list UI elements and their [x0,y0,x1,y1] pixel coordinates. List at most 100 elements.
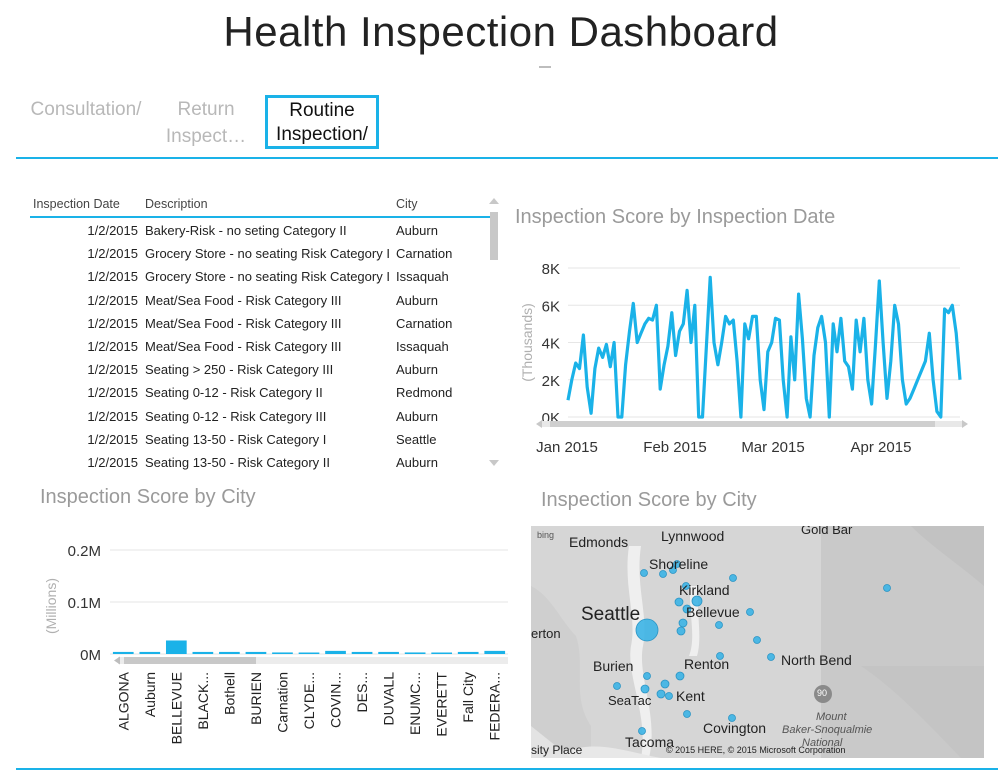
column-header-description[interactable]: Description [145,197,208,211]
x-scrollbar[interactable] [118,657,508,664]
line-chart-title: Inspection Score by Inspection Date [515,206,836,228]
column-header-city[interactable]: City [396,197,418,211]
table-row[interactable]: 1/2/2015 Bakery-Risk - no seting Category… [30,220,490,243]
column-header-inspection-date[interactable]: Inspection Date [33,197,120,211]
city-bubble[interactable] [682,604,692,614]
bar[interactable] [325,650,346,654]
cell-inspection-date: 1/2/2015 [87,431,138,447]
table-scrollbar[interactable] [489,198,499,466]
bar[interactable] [192,651,214,654]
cell-city: Auburn [396,408,438,424]
bar[interactable] [165,640,187,654]
city-bubble[interactable] [682,582,690,590]
city-bubble[interactable] [659,570,667,578]
table-row[interactable]: 1/2/2015 Seating 13-50 - Risk Category I S… [30,429,490,452]
city-bubble[interactable] [715,621,723,629]
table-row[interactable]: 1/2/2015 Seating 13-50 - Risk Category II… [30,452,490,475]
map-label-gold-bar: Gold Bar [801,526,853,537]
table-row[interactable]: 1/2/2015 Grocery Store - no seating Risk … [30,266,490,289]
bar-chart[interactable]: 0M 0.1M 0.2M (Millions) ALGONA Auburn BELLEVUE… [30,530,510,770]
x-scroll-thumb[interactable] [550,421,935,427]
bar[interactable] [431,652,453,655]
table-row[interactable]: 1/2/2015 Seating > 250 - Risk Category II… [30,359,490,382]
map-bubbles [613,560,891,735]
city-bubble[interactable] [673,560,681,568]
table-row[interactable]: 1/2/2015 Meat/Sea Food - Risk Category II… [30,290,490,313]
page-title: Health Inspection Dashboard [223,8,779,55]
city-bubble[interactable] [613,682,621,690]
city-bubble[interactable] [716,652,724,660]
city-bubble[interactable] [638,727,646,735]
scroll-down-arrow-icon[interactable] [489,460,499,466]
city-bubble[interactable] [746,608,754,616]
bar[interactable] [112,651,134,654]
city-bubble[interactable] [753,636,761,644]
map-label-lynnwood: Lynnwood [661,528,725,544]
bar[interactable] [484,650,506,654]
table-row[interactable]: 1/2/2015 Meat/Sea Food - Risk Category II… [30,336,490,359]
x-tick-label: COVIN... [328,672,344,728]
city-bubble[interactable] [729,574,737,582]
tab-consultation[interactable]: Consultation/ [30,99,142,120]
scroll-thumb[interactable] [490,212,498,260]
bar[interactable] [378,651,399,654]
map-label-shoreline: Shoreline [649,556,709,572]
cell-inspection-date: 1/2/2015 [87,385,138,401]
scroll-left-arrow-icon[interactable] [536,420,542,428]
city-bubble[interactable] [656,689,666,699]
x-tick-label: Jan 2015 [536,439,598,456]
cell-city: Issaquah [396,339,449,354]
city-bubble[interactable] [643,672,651,680]
bar[interactable] [272,652,293,654]
scroll-right-arrow-icon[interactable] [962,420,968,428]
bar[interactable] [404,652,426,654]
table-row[interactable]: 1/2/2015 Seating 0-12 - Risk Category II R… [30,382,490,405]
cell-city: Carnation [396,246,453,262]
series-line[interactable] [566,275,962,419]
table-row[interactable]: 1/2/2015 Seating 0-12 - Risk Category III… [30,406,490,429]
map-copyright: © 2015 HERE, © 2015 Microsoft Corporatio… [666,745,846,755]
map-label-burien: Burien [593,658,634,674]
table-row[interactable]: 1/2/2015 Meat/Sea Food - Risk Category II… [30,313,490,336]
city-bubble[interactable] [640,684,650,694]
highway-90-icon: 90 [817,688,828,698]
tab-return-inspection[interactable]: Return Inspect… [165,99,247,147]
city-bubble[interactable] [691,595,703,607]
cell-inspection-date: 1/2/2015 [87,339,138,354]
city-bubble[interactable] [635,618,659,642]
city-bubble[interactable] [675,671,685,681]
x-tick-label: FEDERA... [487,672,503,740]
cell-description: Meat/Sea Food - Risk Category III [145,292,342,308]
bar[interactable] [219,651,240,654]
cell-description: Seating 0-12 - Risk Category III [145,408,327,424]
x-tick-label: Fall City [460,672,476,723]
city-bubble[interactable] [767,653,775,661]
city-bubble[interactable] [660,679,670,689]
city-bubble[interactable] [669,566,677,574]
city-map[interactable]: bing Edmonds Lynnwood Gold Bar Shoreline… [531,526,984,758]
table-row[interactable]: 1/2/2015 Grocery Store - no seating Risk … [30,243,490,266]
city-bubble[interactable] [683,710,691,718]
bar[interactable] [351,651,373,654]
tab-routine-inspection[interactable]: Routine Inspection/ [265,95,379,149]
cell-inspection-date: 1/2/2015 [87,455,138,470]
city-bubble[interactable] [640,569,648,577]
city-bubble[interactable] [728,714,736,722]
city-bubble[interactable] [674,597,684,607]
bar[interactable] [457,651,479,654]
cell-description: Seating 13-50 - Risk Category I [145,431,327,447]
scroll-up-arrow-icon[interactable] [489,198,499,204]
city-bubble[interactable] [676,626,686,636]
bar[interactable] [245,651,267,654]
city-bubble[interactable] [665,692,673,700]
bar[interactable] [139,651,161,654]
scroll-left-arrow-icon[interactable] [114,656,120,665]
city-bubble[interactable] [883,584,891,592]
x-tick-label: DUVALL [381,672,397,726]
cell-description: Grocery Store - no seating Risk Category… [145,246,390,262]
city-bubble[interactable] [678,618,688,628]
x-scroll-thumb[interactable] [124,657,256,664]
cell-city: Redmond [396,385,453,401]
bar[interactable] [298,652,320,655]
